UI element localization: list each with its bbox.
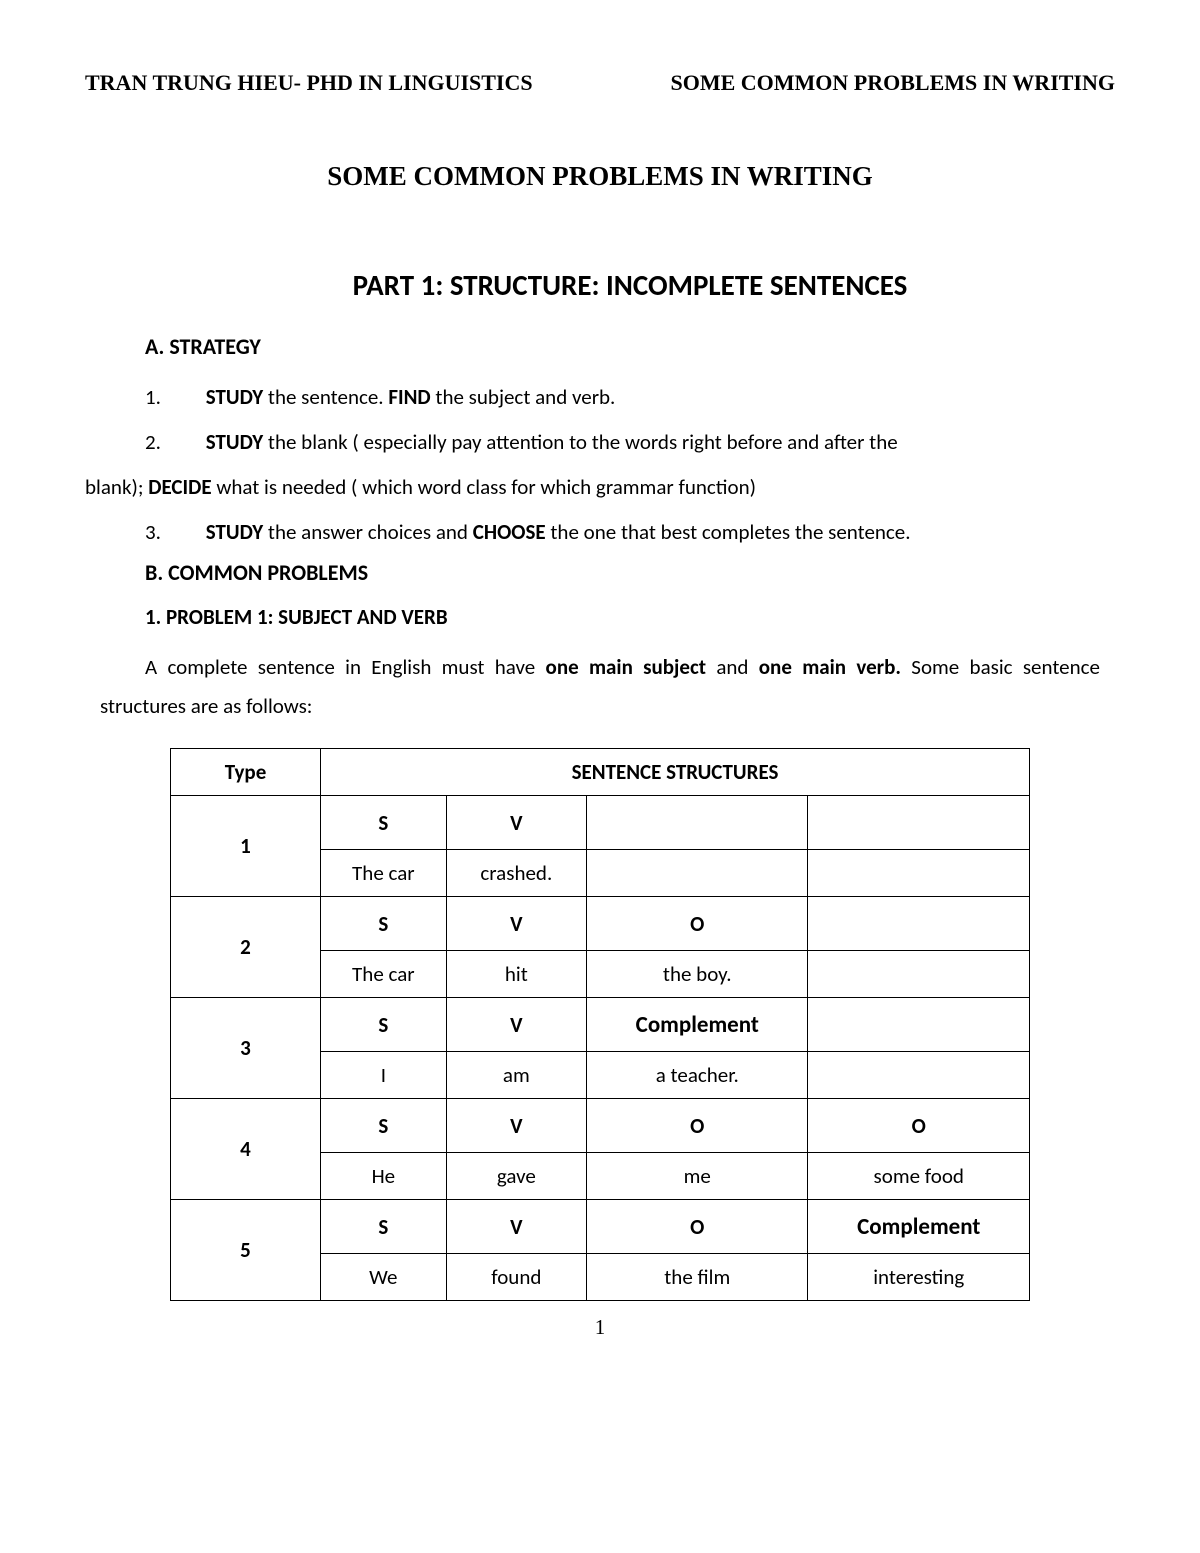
- pattern-cell: V: [446, 897, 586, 951]
- text-fragment: the sentence.: [263, 384, 388, 410]
- keyword-main-subject: one main subject: [546, 654, 707, 680]
- example-cell: [587, 850, 808, 897]
- text-fragment: what is needed ( which word class for wh…: [212, 474, 756, 500]
- pattern-cell: V: [446, 1099, 586, 1153]
- example-cell: crashed.: [446, 850, 586, 897]
- col-structures: SENTENCE STRUCTURES: [321, 749, 1030, 796]
- pattern-cell: O: [808, 1099, 1030, 1153]
- document-title: SOME COMMON PROBLEMS IN WRITING: [85, 161, 1115, 192]
- example-cell: [808, 1052, 1030, 1099]
- type-cell: 4: [171, 1099, 321, 1200]
- pattern-cell: S: [321, 796, 447, 850]
- keyword-study: STUDY: [206, 384, 263, 410]
- example-cell: We: [321, 1254, 447, 1301]
- pattern-cell: V: [446, 998, 586, 1052]
- pattern-cell: O: [587, 1200, 808, 1254]
- pattern-cell: [808, 998, 1030, 1052]
- pattern-cell: S: [321, 1099, 447, 1153]
- text-fragment: the one that best completes the sentence…: [546, 519, 911, 545]
- text-fragment: the answer choices and: [263, 519, 473, 545]
- strategy-item-2: 2. STUDY the blank ( especially pay atte…: [85, 423, 1115, 462]
- page-number: 1: [85, 1315, 1115, 1340]
- pattern-cell: [587, 796, 808, 850]
- item-number: 1.: [145, 378, 201, 417]
- table-row: 5SVOComplement: [171, 1200, 1030, 1254]
- example-cell: He: [321, 1153, 447, 1200]
- example-cell: The car: [321, 951, 447, 998]
- type-cell: 3: [171, 998, 321, 1099]
- header-right: SOME COMMON PROBLEMS IN WRITING: [670, 70, 1115, 96]
- keyword-choose: CHOOSE: [473, 519, 546, 545]
- text-fragment: A complete sentence in English must have: [145, 654, 546, 680]
- example-cell: me: [587, 1153, 808, 1200]
- example-cell: the boy.: [587, 951, 808, 998]
- example-cell: am: [446, 1052, 586, 1099]
- section-a-heading: A. STRATEGY: [145, 333, 1115, 360]
- header-left: TRAN TRUNG HIEU- PHD IN LINGUISTICS: [85, 70, 533, 96]
- strategy-item-2-cont: blank); DECIDE what is needed ( which wo…: [85, 468, 1115, 507]
- example-cell: found: [446, 1254, 586, 1301]
- type-cell: 5: [171, 1200, 321, 1301]
- table-row: 4SVOO: [171, 1099, 1030, 1153]
- item-number: 3.: [145, 513, 201, 552]
- pattern-cell: [808, 897, 1030, 951]
- example-cell: interesting: [808, 1254, 1030, 1301]
- pattern-cell: S: [321, 897, 447, 951]
- problem-1-para: A complete sentence in English must have…: [100, 648, 1100, 726]
- table-row: 1SV: [171, 796, 1030, 850]
- text-fragment: blank);: [85, 474, 148, 500]
- keyword-decide: DECIDE: [148, 474, 211, 500]
- example-cell: gave: [446, 1153, 586, 1200]
- pattern-cell: V: [446, 1200, 586, 1254]
- keyword-study: STUDY: [206, 429, 263, 455]
- table-header-row: Type SENTENCE STRUCTURES: [171, 749, 1030, 796]
- pattern-cell: Complement: [587, 998, 808, 1052]
- table-row: 2SVO: [171, 897, 1030, 951]
- keyword-find: FIND: [388, 384, 430, 410]
- col-type: Type: [171, 749, 321, 796]
- pattern-cell: O: [587, 897, 808, 951]
- text-fragment: and: [706, 654, 759, 680]
- example-cell: I: [321, 1052, 447, 1099]
- example-cell: a teacher.: [587, 1052, 808, 1099]
- type-cell: 2: [171, 897, 321, 998]
- text-fragment: the subject and verb.: [431, 384, 616, 410]
- document-page: TRAN TRUNG HIEU- PHD IN LINGUISTICS SOME…: [0, 0, 1200, 1553]
- strategy-item-1: 1. STUDY the sentence. FIND the subject …: [85, 378, 1115, 417]
- type-cell: 1: [171, 796, 321, 897]
- pattern-cell: Complement: [808, 1200, 1030, 1254]
- keyword-study: STUDY: [206, 519, 263, 545]
- pattern-cell: S: [321, 1200, 447, 1254]
- pattern-cell: O: [587, 1099, 808, 1153]
- section-b-heading: B. COMMON PROBLEMS: [145, 559, 1115, 586]
- example-cell: [808, 850, 1030, 897]
- problem-1-heading: 1. PROBLEM 1: SUBJECT AND VERB: [145, 604, 1115, 630]
- example-cell: hit: [446, 951, 586, 998]
- example-cell: some food: [808, 1153, 1030, 1200]
- example-cell: The car: [321, 850, 447, 897]
- pattern-cell: [808, 796, 1030, 850]
- table-row: 3SVComplement: [171, 998, 1030, 1052]
- item-number: 2.: [145, 423, 201, 462]
- keyword-main-verb: one main verb.: [759, 654, 901, 680]
- sentence-structure-table: Type SENTENCE STRUCTURES 1SVThe carcrash…: [170, 748, 1030, 1301]
- part-title: PART 1: STRUCTURE: INCOMPLETE SENTENCES: [145, 267, 1115, 303]
- example-cell: [808, 951, 1030, 998]
- example-cell: the film: [587, 1254, 808, 1301]
- text-fragment: the blank ( especially pay attention to …: [263, 429, 898, 455]
- page-header: TRAN TRUNG HIEU- PHD IN LINGUISTICS SOME…: [85, 70, 1115, 96]
- strategy-item-3: 3. STUDY the answer choices and CHOOSE t…: [85, 513, 1115, 552]
- pattern-cell: V: [446, 796, 586, 850]
- pattern-cell: S: [321, 998, 447, 1052]
